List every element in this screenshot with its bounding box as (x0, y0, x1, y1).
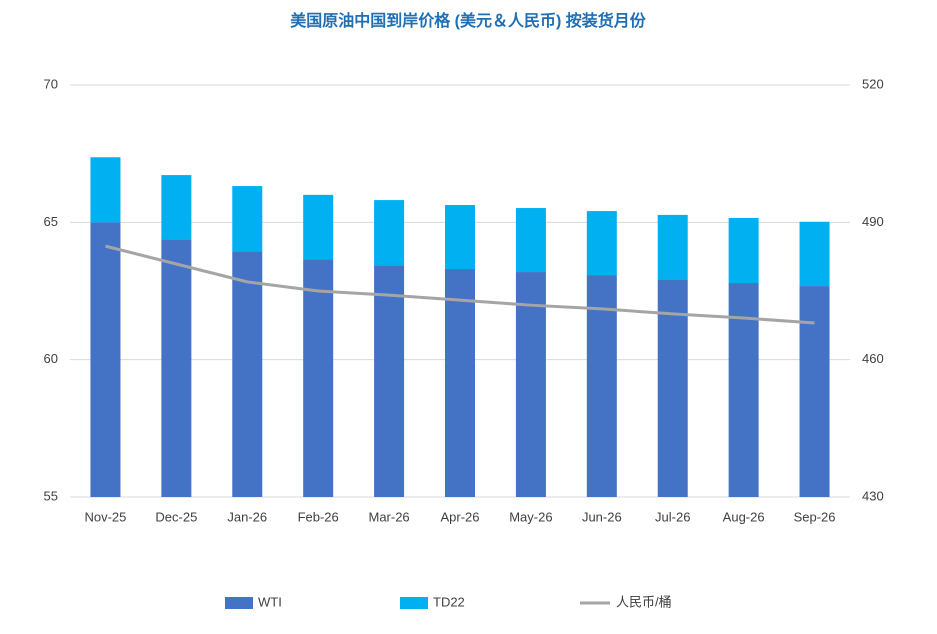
x-tick-label: Mar-26 (368, 509, 409, 524)
bar (161, 175, 192, 240)
bar (515, 272, 546, 497)
x-tick-label: Dec-25 (155, 509, 197, 524)
y-tick-label: 65 (44, 214, 58, 229)
y2-tick-label: 520 (862, 76, 884, 91)
line (105, 244, 815, 325)
bar (445, 269, 475, 497)
x-tick-label: Jul-26 (655, 509, 690, 524)
bar (303, 259, 334, 497)
x-tick-label: Jun-26 (582, 509, 622, 524)
legend-swatch (225, 597, 253, 609)
bar (657, 214, 688, 280)
y2-tick-label: 460 (862, 351, 884, 366)
bar (799, 221, 830, 287)
bar (303, 194, 334, 260)
bar (728, 217, 759, 284)
bar (374, 200, 405, 266)
bar (728, 283, 759, 497)
bar (799, 286, 830, 497)
x-tick-label: Nov-25 (84, 509, 126, 524)
bar (586, 211, 617, 276)
x-tick-label: Feb-26 (298, 509, 339, 524)
bar (90, 157, 121, 223)
bar (374, 265, 405, 497)
bar (586, 275, 617, 497)
legend-label: TD22 (433, 594, 465, 609)
y-tick-label: 55 (44, 488, 58, 503)
bar (161, 239, 192, 497)
bar (232, 251, 263, 497)
y-tick-label: 70 (44, 76, 58, 91)
x-tick-label: Sep-26 (794, 509, 836, 524)
bar (232, 186, 263, 252)
x-tick-label: Apr-26 (440, 509, 479, 524)
bar (90, 222, 121, 498)
x-tick-label: May-26 (509, 509, 552, 524)
y2-tick-label: 430 (862, 488, 884, 503)
chart-title: 美国原油中国到岸价格 (美元＆人民币) 按装货月份 (290, 11, 647, 30)
legend-label: 人民币/桶 (616, 594, 672, 609)
x-tick-label: Jan-26 (227, 509, 267, 524)
y2-tick-label: 490 (862, 214, 884, 229)
x-tick-label: Aug-26 (723, 509, 765, 524)
y-tick-label: 60 (44, 351, 58, 366)
legend-swatch (400, 597, 428, 609)
bar (445, 205, 475, 270)
legend-label: WTI (258, 594, 282, 609)
bar (515, 208, 546, 273)
